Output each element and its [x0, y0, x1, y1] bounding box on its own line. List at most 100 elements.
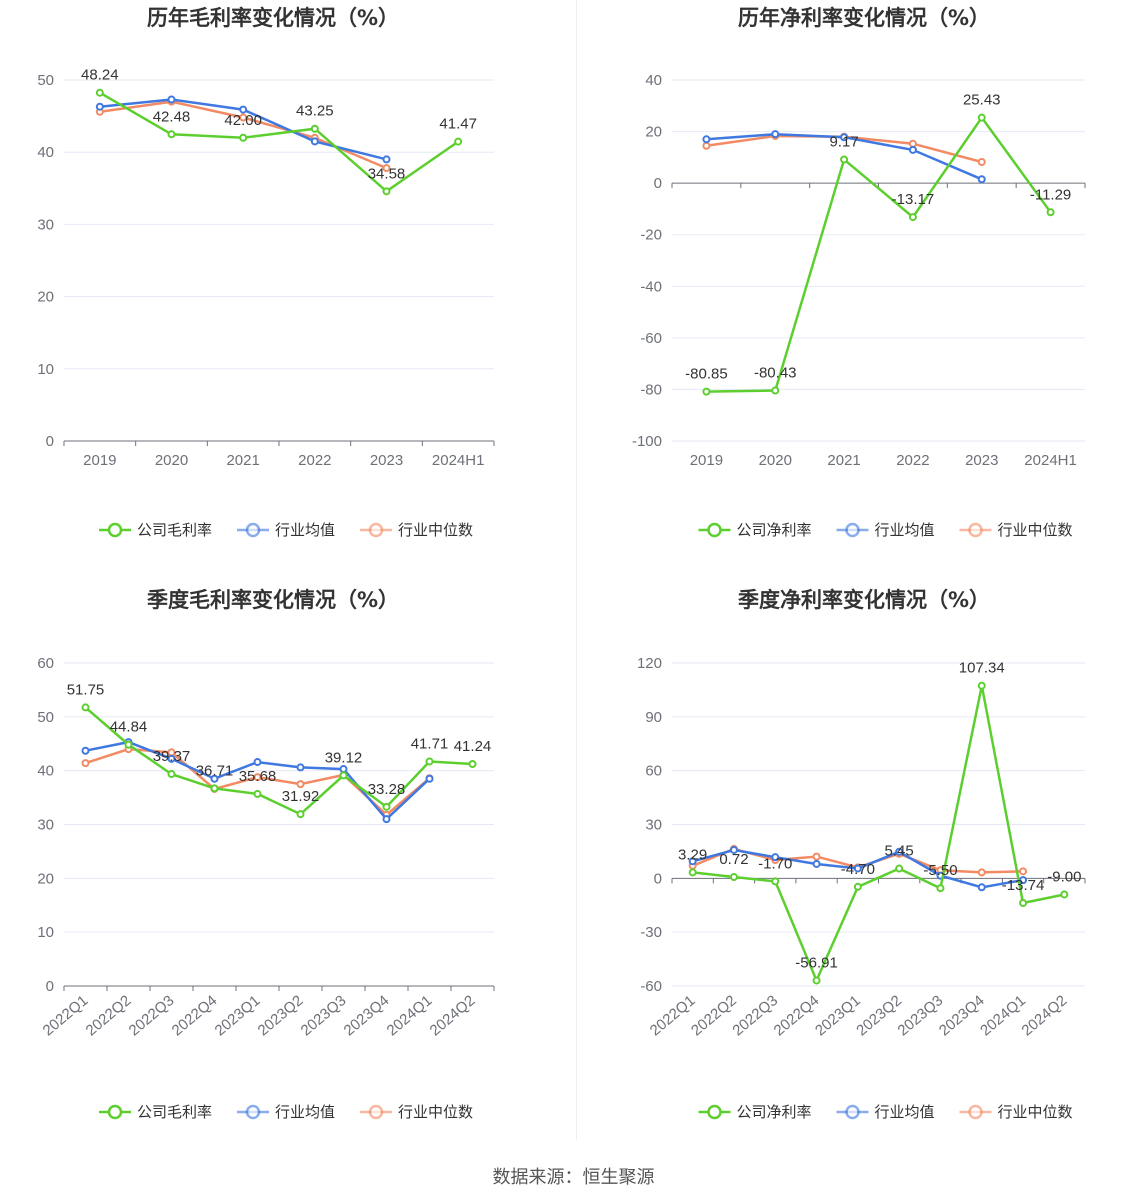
x-tick-label: 2022Q3 [126, 992, 178, 1039]
y-tick-label: 20 [37, 289, 54, 306]
legend-item: 行业中位数 [360, 522, 473, 539]
series-0 [81, 703, 477, 819]
x-tick-label: 2023 [965, 452, 998, 469]
x-tick-label: 2024H1 [1024, 452, 1077, 469]
legend-marker [368, 522, 384, 538]
x-tick-label: 2023Q1 [212, 992, 264, 1039]
legend-marker [968, 522, 983, 538]
legend-marker [707, 522, 722, 538]
data-point [81, 746, 90, 755]
y-tick-label: -20 [640, 227, 662, 244]
legend-label: 行业中位数 [998, 1104, 1073, 1121]
legend-label: 行业中位数 [398, 522, 473, 539]
y-tick-label: 30 [645, 817, 662, 834]
x-tick-label: 2023 [370, 452, 403, 469]
data-point [895, 864, 904, 873]
x-tick-label: 2022Q1 [647, 992, 699, 1039]
chart-svg: 历年毛利率变化情况（%） 0 10 20 30 40 50 2019 2020 2021 2022 2… [37, 6, 495, 539]
data-point [812, 976, 821, 985]
legend-label: 行业中位数 [998, 522, 1073, 539]
data-point [382, 802, 391, 811]
data-point [977, 883, 986, 892]
data-point [688, 868, 697, 877]
y-tick-label: 10 [37, 924, 54, 941]
x-tick-label: 2023Q2 [853, 992, 905, 1039]
data-point [296, 780, 305, 789]
data-point [382, 164, 391, 173]
data-point [310, 137, 319, 146]
data-label: -5.50 [923, 862, 957, 879]
data-label: 48.24 [81, 67, 119, 84]
data-label: 41.24 [454, 738, 492, 755]
x-tick-label: 2022Q2 [83, 992, 135, 1039]
data-label: 5.45 [885, 843, 914, 860]
y-tick-label: 30 [37, 817, 54, 834]
legend-marker [107, 1104, 123, 1120]
x-tick-label: 2023Q3 [298, 992, 350, 1039]
x-tick-label: 2022 [298, 452, 331, 469]
quarterly-net-margin-chart: 季度净利率变化情况（%） -60 -30 0 30 60 90 120 2022Q1 2022Q2… [577, 582, 1147, 1162]
x-tick-label: 2021 [827, 452, 860, 469]
data-point [936, 884, 945, 893]
series-0 [688, 681, 1069, 985]
y-tick-label: 50 [37, 709, 54, 726]
y-tick-label: 90 [645, 709, 662, 726]
x-tick-label: 2019 [83, 452, 116, 469]
series-1 [702, 130, 986, 184]
x-tick-label: 2024Q2 [427, 992, 479, 1039]
data-label: -13.17 [892, 191, 935, 208]
data-point [977, 113, 986, 122]
series-line [692, 685, 1065, 984]
data-label: 42.48 [153, 108, 191, 125]
data-point [81, 703, 90, 712]
data-point [167, 770, 176, 779]
data-label: 31.92 [282, 788, 320, 805]
data-point [296, 763, 305, 772]
data-point [812, 859, 821, 868]
data-point [1019, 867, 1028, 876]
y-tick-label: 0 [46, 433, 54, 450]
data-point [425, 757, 434, 766]
x-tick-label: 2023Q1 [812, 992, 864, 1039]
y-tick-label: -60 [640, 330, 662, 347]
y-tick-label: 40 [645, 72, 662, 89]
series-line [84, 706, 473, 816]
data-point [382, 187, 391, 196]
y-tick-label: -100 [632, 433, 662, 450]
x-tick-label: 2024Q2 [1018, 992, 1070, 1039]
legend-label: 公司毛利率 [137, 1104, 212, 1121]
data-point [339, 765, 348, 774]
data-label: 107.34 [959, 660, 1005, 677]
data-point [840, 155, 849, 164]
data-point [771, 386, 780, 395]
x-tick-label: 2023Q4 [341, 992, 393, 1039]
chart-title: 季度毛利率变化情况（%） [147, 588, 399, 612]
data-point [253, 758, 262, 767]
legend-item: 行业均值 [836, 1104, 935, 1121]
legend-item: 行业均值 [237, 522, 335, 539]
data-point [977, 681, 986, 690]
data-point [382, 815, 391, 824]
data-point [1019, 898, 1028, 907]
legend-label: 行业中位数 [398, 1104, 473, 1121]
x-tick-label: 2022Q3 [729, 992, 781, 1039]
legend-marker [245, 1104, 261, 1120]
legend-item: 公司净利率 [698, 522, 812, 539]
series-1 [688, 845, 1028, 892]
data-label: 42.00 [224, 112, 262, 129]
data-point [1019, 876, 1028, 885]
data-label: -4.70 [841, 861, 875, 878]
data-point [239, 105, 248, 114]
x-tick-label: 2024Q1 [977, 992, 1029, 1039]
chart-title: 季度净利率变化情况（%） [738, 588, 990, 612]
data-label: 3.29 [678, 846, 707, 863]
data-point [1060, 890, 1069, 899]
data-point [81, 759, 90, 768]
x-tick-label: 2024H1 [432, 452, 485, 469]
x-tick-label: 2020 [155, 452, 188, 469]
data-point [688, 857, 697, 866]
y-tick-label: 30 [37, 216, 54, 233]
data-point [702, 135, 711, 144]
data-point [908, 213, 917, 222]
data-label: 25.43 [963, 92, 1001, 109]
